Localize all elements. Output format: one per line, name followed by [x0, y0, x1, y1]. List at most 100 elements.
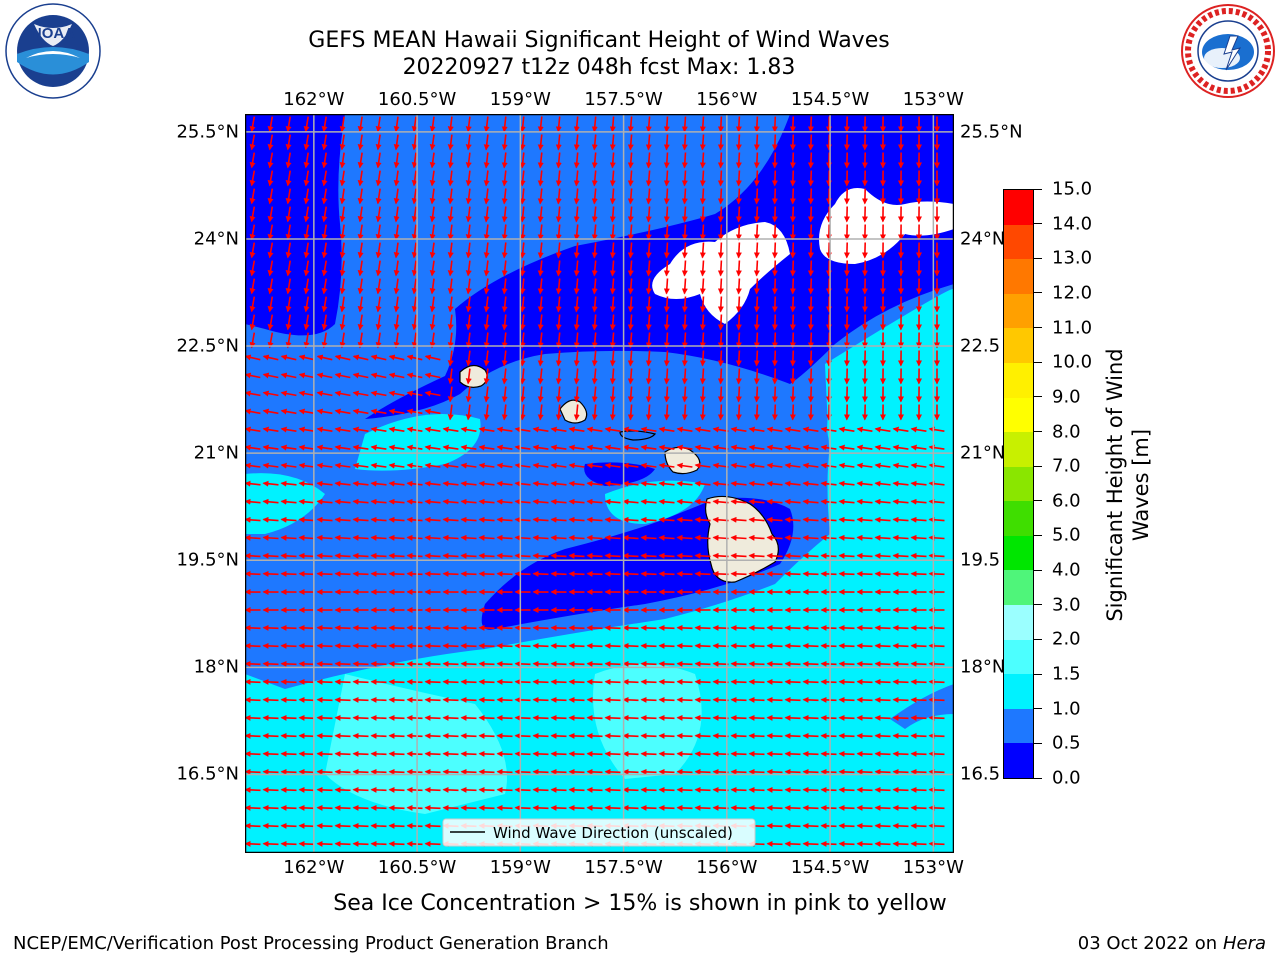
colorbar-tick-label: 15.0 [1052, 178, 1093, 200]
wind-arrow [249, 134, 256, 151]
wind-arrow [802, 804, 819, 811]
wind-arrow [388, 696, 405, 703]
legend-label: Wind Wave Direction (unscaled) [493, 824, 733, 842]
wind-arrow [676, 480, 693, 487]
wind-arrow [245, 642, 261, 649]
wind-arrow [766, 552, 783, 559]
wind-arrow [820, 570, 837, 577]
wind-arrow [339, 242, 346, 259]
wind-arrow [519, 332, 526, 349]
wind-arrow [640, 516, 657, 523]
wind-arrow [640, 768, 657, 775]
wind-arrow [681, 314, 688, 331]
wind-arrow [627, 260, 634, 277]
wind-arrow [460, 732, 477, 739]
wind-arrow [645, 224, 652, 241]
wind-arrow [537, 404, 544, 421]
wind-arrow [568, 444, 585, 451]
wind-arrow [753, 404, 760, 421]
wind-arrow [280, 516, 297, 523]
wind-arrow [753, 152, 760, 169]
wind-arrow [262, 732, 279, 739]
wind-arrow [658, 426, 675, 433]
wind-arrow [694, 552, 711, 559]
wind-arrow [424, 660, 441, 667]
wind-arrow [267, 206, 274, 223]
wind-arrow [856, 768, 873, 775]
wind-arrow [928, 768, 945, 775]
wind-arrow [424, 534, 441, 541]
wind-arrow [604, 462, 621, 469]
wind-arrow [658, 570, 675, 577]
wind-arrow [712, 660, 729, 667]
wind-arrow [874, 624, 891, 631]
wind-arrow [838, 642, 855, 649]
wind-arrow [784, 498, 801, 505]
wind-arrow [478, 534, 495, 541]
wind-arrow [280, 408, 297, 415]
wind-arrow [771, 134, 778, 151]
wind-arrow [730, 750, 747, 757]
wind-arrow [753, 134, 760, 151]
wind-arrow [442, 426, 459, 433]
wind-arrow [285, 278, 292, 295]
wind-arrow [550, 714, 567, 721]
wind-arrow [676, 750, 693, 757]
wind-arrow [676, 426, 693, 433]
wind-arrow [334, 534, 351, 541]
wind-arrow [568, 768, 585, 775]
wind-arrow [501, 404, 508, 421]
wind-arrow [645, 170, 652, 187]
wind-arrow [442, 516, 459, 523]
wind-arrow [910, 822, 927, 829]
wind-wave-arrows [245, 116, 945, 847]
wind-arrow [245, 840, 261, 847]
wind-arrow [658, 552, 675, 559]
wind-arrow [298, 552, 315, 559]
colorbar-tick-label: 10.0 [1052, 351, 1093, 373]
wind-arrow [730, 804, 747, 811]
wind-arrow [771, 296, 778, 313]
wind-arrow [249, 296, 256, 313]
wind-arrow [717, 116, 724, 133]
wind-arrow [622, 570, 639, 577]
wind-arrow [892, 750, 909, 757]
wind-arrow [316, 660, 333, 667]
wind-arrow [694, 732, 711, 739]
wind-arrow [370, 354, 387, 361]
wind-arrow [712, 552, 729, 559]
wind-arrow [478, 678, 495, 685]
wind-arrow [514, 804, 531, 811]
wind-arrow [753, 386, 760, 403]
wind-arrow [537, 134, 544, 151]
wind-arrow [748, 624, 765, 631]
wind-arrow [622, 714, 639, 721]
wind-arrow [460, 552, 477, 559]
wind-arrow [298, 480, 315, 487]
wind-arrow [676, 624, 693, 631]
wind-arrow [334, 714, 351, 721]
wind-arrow [735, 170, 742, 187]
colorbar-tick [1034, 569, 1042, 571]
wind-arrow [856, 498, 873, 505]
wind-arrow [586, 714, 603, 721]
wind-arrow [447, 206, 454, 223]
wind-arrow [604, 498, 621, 505]
wind-arrow [555, 242, 562, 259]
wind-arrow [699, 260, 706, 277]
wind-arrow [352, 498, 369, 505]
wind-arrow [496, 678, 513, 685]
wind-arrow [784, 552, 801, 559]
wind-arrow [591, 242, 598, 259]
wind-arrow [928, 804, 945, 811]
wind-arrow [447, 242, 454, 259]
wind-arrow [645, 386, 652, 403]
wind-arrow [262, 534, 279, 541]
wind-arrow [285, 260, 292, 277]
wind-arrow [429, 116, 436, 133]
wind-arrow [568, 696, 585, 703]
wind-arrow [856, 804, 873, 811]
wind-arrow [334, 678, 351, 685]
colorbar-tick [1034, 292, 1042, 294]
wind-arrow [411, 242, 418, 259]
